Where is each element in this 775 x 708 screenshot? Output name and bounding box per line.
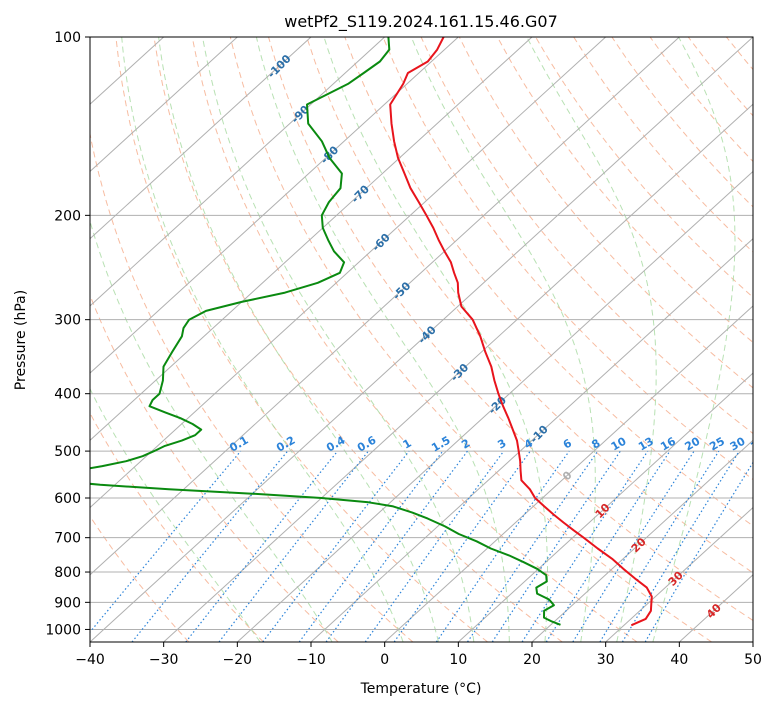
- mixing-ratio-line: [90, 450, 242, 633]
- mixing-ratio-label: 1: [401, 437, 414, 452]
- dry-adiabat: [90, 515, 190, 642]
- isotherm: [384, 305, 753, 642]
- mixing-ratio-line: [364, 450, 505, 642]
- dry-adiabat: [649, 37, 753, 163]
- mixing-ratio-line: [393, 450, 531, 642]
- dry-adiabat: [573, 37, 753, 253]
- y-tick-label: 300: [54, 313, 81, 329]
- plot-area: 0.1 0.2 0.4 0.6 1 1.5 2 3 4 6 8 10 13 16 20 25 30 36-100-…: [90, 37, 775, 642]
- dry-adiabat: [90, 412, 264, 642]
- mixing-ratio-line: [466, 450, 599, 642]
- x-tick-label: 30: [597, 652, 615, 668]
- mixing-ratio-line: [325, 450, 468, 642]
- x-tick-label: 20: [523, 652, 541, 668]
- isotherm: [310, 237, 753, 642]
- dry-adiabat: [268, 37, 753, 622]
- isotherm: [90, 37, 533, 442]
- dewpoint-line: [90, 37, 561, 626]
- y-tick-label: 100: [54, 30, 81, 46]
- y-tick-label: 600: [54, 491, 81, 507]
- dry-adiabat: [191, 37, 638, 642]
- dry-adiabat: [306, 37, 753, 574]
- moist-adiabat: [323, 37, 548, 642]
- dry-adiabat: [344, 37, 753, 527]
- dry-adiabat: [765, 37, 775, 642]
- y-tick-label: 400: [54, 387, 81, 403]
- mixing-ratio-line: [435, 450, 570, 642]
- moist-adiabat: [410, 37, 596, 642]
- isotherm: [605, 506, 753, 642]
- dry-adiabat: [382, 37, 753, 481]
- y-tick-label: 900: [54, 595, 81, 611]
- isotherm: [531, 439, 753, 642]
- isotherm: [90, 37, 312, 240]
- isotherm: [457, 372, 753, 642]
- moist-adiabat: [652, 37, 736, 642]
- isotherm: [90, 37, 459, 374]
- dry-adiabat: [687, 37, 753, 117]
- isotherm: [90, 37, 607, 509]
- temperature-line: [389, 37, 653, 627]
- mixing-ratio-line: [218, 450, 369, 642]
- mixing-ratio-line: [521, 450, 649, 642]
- mixing-ratio-line: [491, 450, 621, 642]
- mixing-ratio-line: [599, 450, 720, 642]
- moist-adiabat: [158, 37, 439, 642]
- x-tick-label: −40: [75, 652, 105, 668]
- x-axis: −40 −30 −20 −10 0 10 20 30 40 50: [75, 642, 762, 668]
- y-tick-label: 1000: [45, 622, 81, 638]
- moist-adiabat: [90, 219, 333, 642]
- y-axis-label: Pressure (hPa): [13, 290, 29, 390]
- mixing-ratio-label: 36: [748, 434, 768, 453]
- x-tick-label: 50: [744, 652, 762, 668]
- x-tick-label: 10: [449, 652, 467, 668]
- mixing-ratio-line: [298, 450, 444, 642]
- mixing-ratio-line: [545, 450, 671, 642]
- x-tick-label: −30: [149, 652, 179, 668]
- isotherm: [752, 641, 753, 642]
- mixing-ratio-line: [621, 450, 740, 642]
- mixing-ratio-label: 3: [495, 437, 508, 452]
- dry-adiabat: [420, 37, 753, 435]
- chart-title: wetPf2_S119.2024.161.15.46.G07: [284, 12, 558, 32]
- isotherm: [90, 37, 238, 173]
- y-tick-label: 500: [54, 444, 81, 460]
- moist-adiabat: [255, 37, 510, 642]
- mixing-ratio-line: [262, 450, 410, 642]
- dry-adiabat: [496, 37, 753, 344]
- mixing-ratio-line: [185, 450, 339, 642]
- mixing-ratio-label: 6: [561, 436, 574, 451]
- moist-adiabat: [121, 37, 404, 642]
- isotherm: [90, 37, 753, 642]
- dry-adiabat: [535, 37, 753, 298]
- x-tick-label: −10: [296, 652, 326, 668]
- isotherm: [236, 170, 753, 642]
- mixing-ratio-label: 8: [589, 437, 602, 452]
- dry-adiabat: [726, 37, 753, 71]
- dry-adiabat: [115, 37, 488, 642]
- mixing-ratio-label: 2: [459, 437, 472, 452]
- y-axis: 100 200 300 400 500 600 700 800 900 1000: [45, 30, 90, 638]
- x-tick-label: 0: [380, 652, 389, 668]
- x-tick-label: −20: [223, 652, 253, 668]
- y-tick-label: 700: [54, 531, 81, 547]
- isotherm: [163, 103, 753, 642]
- dry-adiabat: [153, 37, 563, 642]
- moist-adiabat: [90, 387, 261, 642]
- mixing-ratio-line: [131, 450, 289, 642]
- isotherm: [90, 37, 386, 307]
- y-tick-label: 800: [54, 565, 81, 581]
- x-tick-label: 40: [670, 652, 688, 668]
- isotherm: [90, 37, 680, 576]
- moist-adiabat: [202, 37, 475, 642]
- dry-adiabat: [90, 131, 414, 642]
- x-axis-label: Temperature (°C): [360, 681, 482, 697]
- y-tick-label: 200: [54, 208, 81, 224]
- mixing-ratio-line: [572, 450, 695, 642]
- plot-frame: [89, 36, 754, 643]
